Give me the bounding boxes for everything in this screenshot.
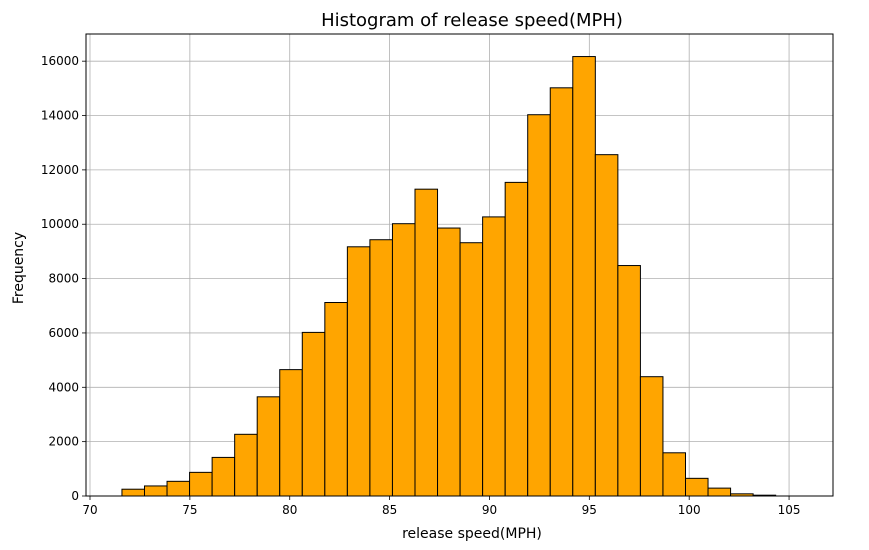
histogram-bar-3 (189, 471, 213, 497)
histogram-bar-24 (662, 452, 686, 497)
histogram-bar-17 (504, 181, 529, 497)
histogram-bars (121, 56, 777, 497)
histogram-bar-22 (617, 265, 641, 497)
y-tick-label-3: 6000 (48, 326, 79, 340)
histogram-bar-10 (346, 246, 371, 497)
y-tick-label-0: 0 (71, 489, 79, 503)
plot-frame (85, 33, 834, 497)
x-tick-label-5: 95 (582, 503, 597, 517)
x-tick-label-2: 80 (282, 503, 297, 517)
x-tick-label-4: 90 (482, 503, 497, 517)
histogram-bar-12 (391, 223, 416, 497)
histogram-bar-11 (369, 239, 393, 497)
x-tick-label-1: 75 (182, 503, 197, 517)
histogram-bar-25 (684, 477, 709, 497)
y-axis-title: Frequency (11, 232, 27, 304)
y-tick-label-5: 10000 (41, 217, 79, 231)
y-tick-label-7: 14000 (41, 109, 79, 123)
histogram-bar-8 (301, 331, 326, 497)
histogram-bar-13 (414, 188, 439, 497)
x-axis-ticks: 70 75 80 85 90 95 100 105 (82, 496, 801, 517)
histogram-bar-5 (234, 433, 258, 497)
x-tick-label-3: 85 (382, 503, 397, 517)
x-tick-label-7: 105 (778, 503, 801, 517)
histogram-bar-19 (549, 87, 574, 497)
histogram-bar-7 (279, 369, 303, 497)
histogram-bar-0 (121, 488, 145, 497)
y-tick-label-8: 16000 (41, 54, 79, 68)
y-tick-label-2: 4000 (48, 380, 79, 394)
histogram-bar-26 (707, 487, 732, 497)
histogram-bar-1 (143, 485, 168, 497)
y-axis-ticks: 0 2000 4000 6000 8000 10000 12000 14000 16000 (41, 54, 86, 503)
histogram-bar-14 (437, 227, 461, 497)
histogram-bar-9 (324, 302, 348, 497)
histogram-bar-18 (527, 114, 551, 497)
x-tick-label-6: 100 (678, 503, 701, 517)
histogram-bar-16 (482, 216, 506, 497)
histogram-bar-6 (256, 396, 281, 497)
histogram-bar-21 (594, 154, 619, 497)
histogram-bar-2 (166, 480, 191, 497)
histogram-bar-15 (459, 242, 484, 497)
y-tick-label-4: 8000 (48, 272, 79, 286)
y-tick-label-1: 2000 (48, 435, 79, 449)
y-tick-label-6: 12000 (41, 163, 79, 177)
chart-title: Histogram of release speed(MPH) (321, 10, 623, 31)
histogram-bar-23 (639, 376, 664, 497)
x-axis-title: release speed(MPH) (402, 526, 542, 542)
x-tick-label-0: 70 (82, 503, 97, 517)
histogram-bar-20 (572, 56, 596, 497)
histogram-bar-4 (211, 456, 236, 497)
